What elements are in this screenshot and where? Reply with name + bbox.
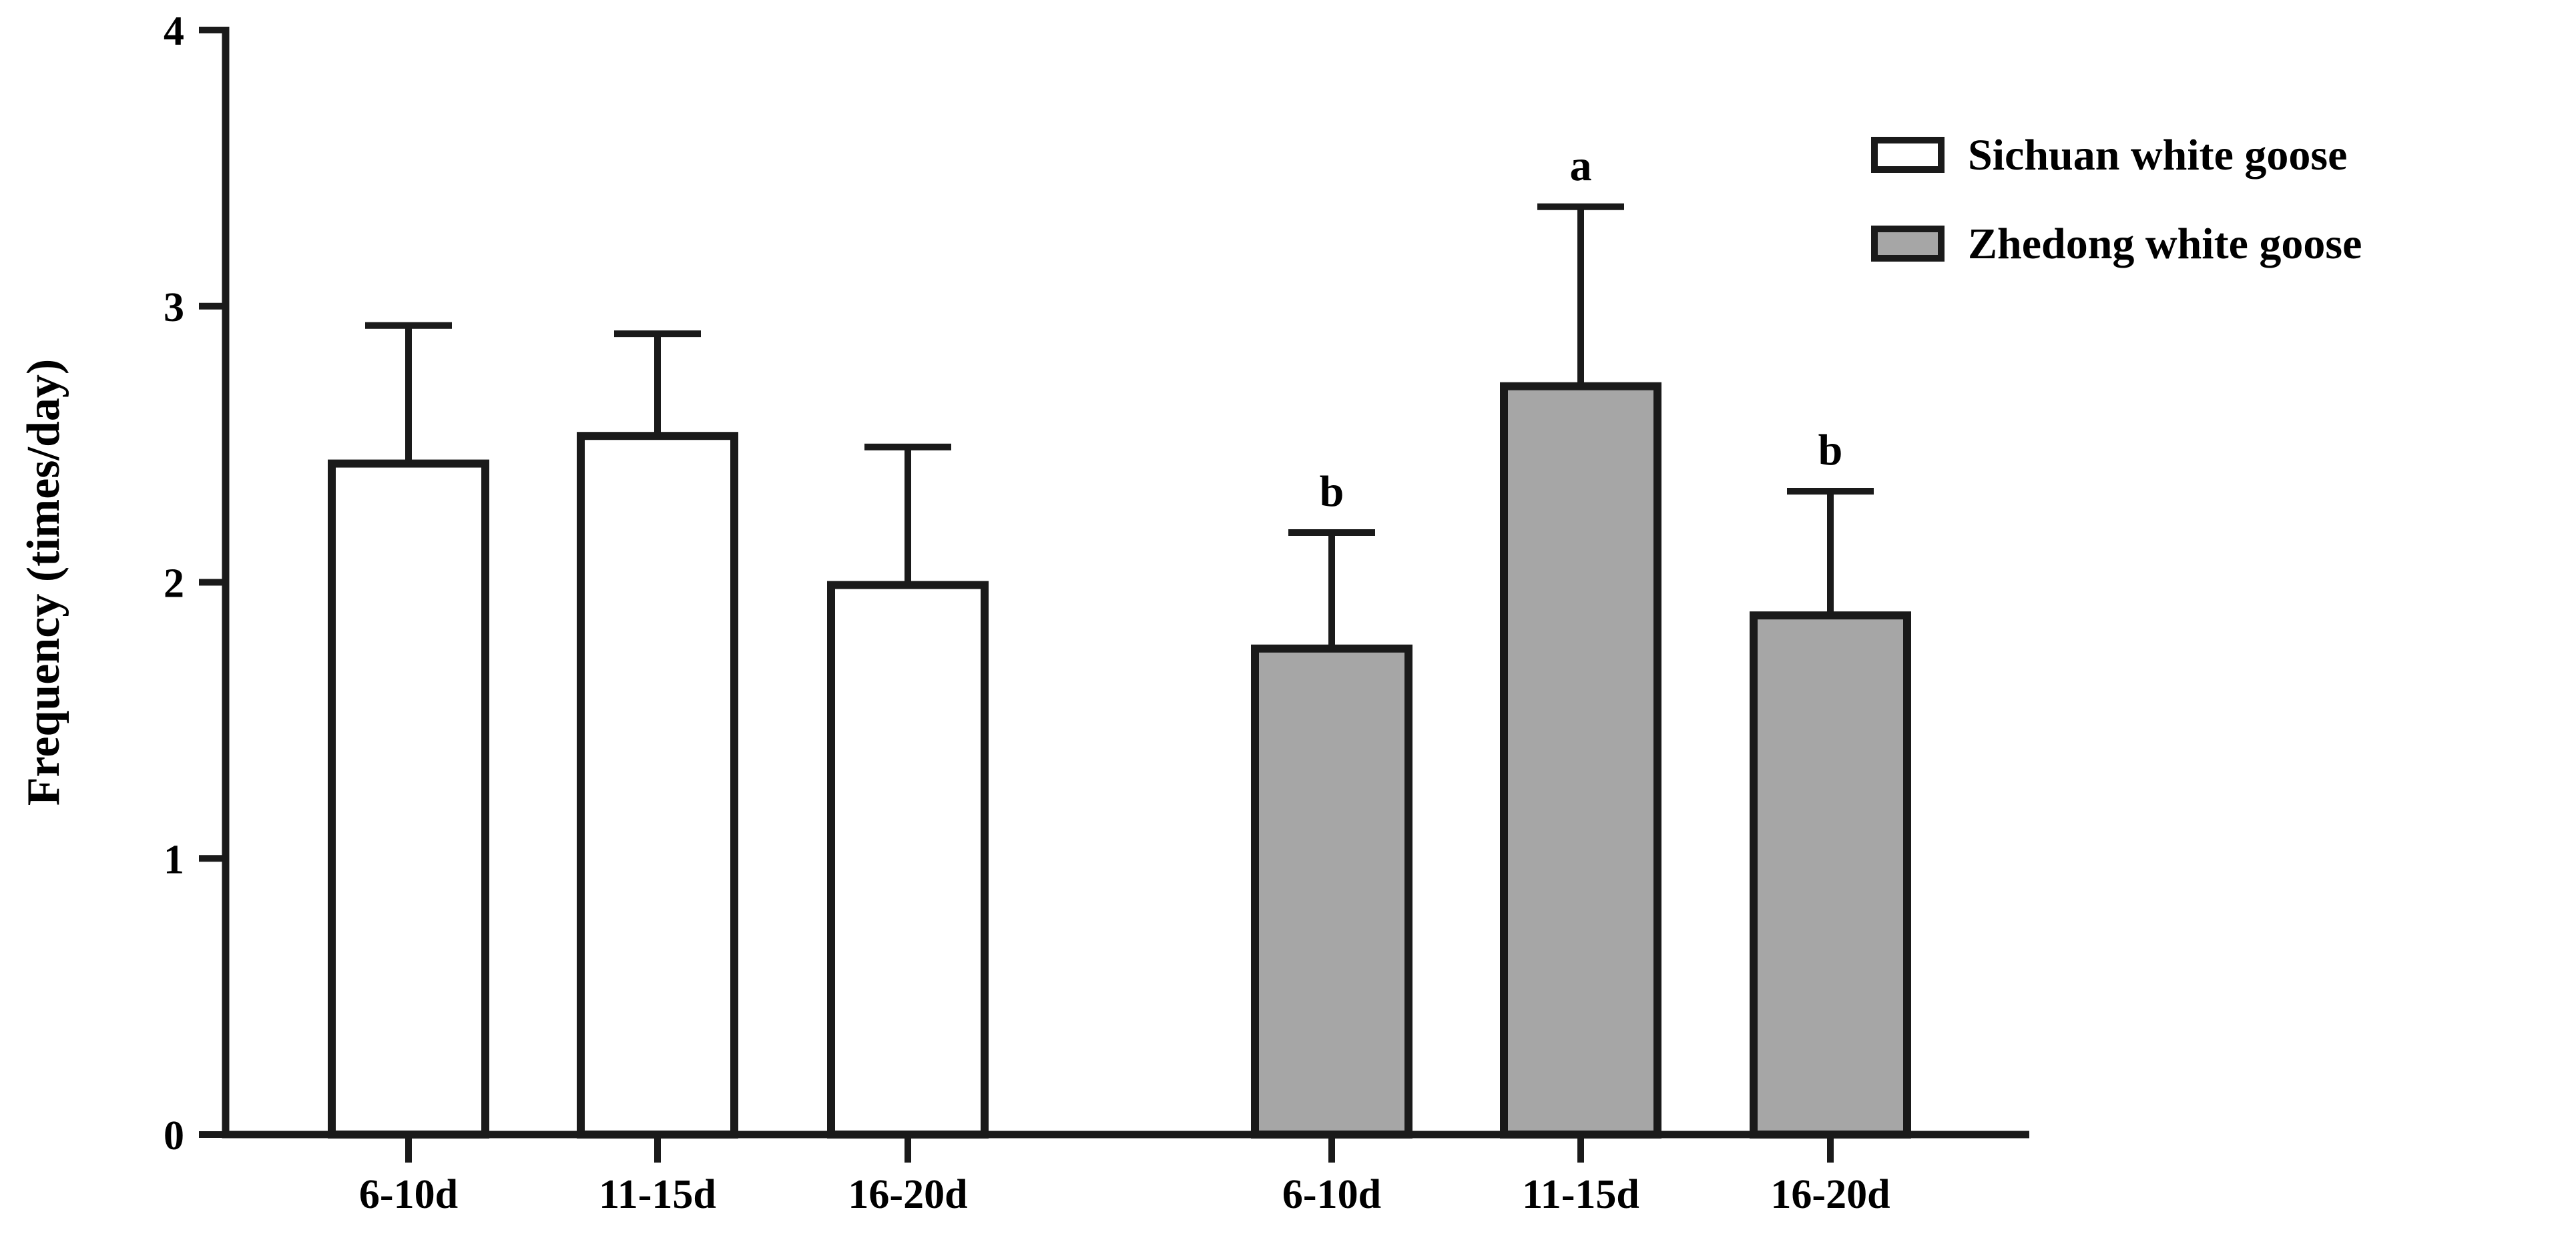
x-tick-label: 11-15d bbox=[1522, 1172, 1639, 1217]
x-tick-label: 16-20d bbox=[1770, 1172, 1890, 1217]
bar bbox=[577, 432, 738, 1139]
y-tick-label: 2 bbox=[164, 561, 184, 607]
bars bbox=[328, 203, 1911, 1139]
bar bbox=[1251, 644, 1412, 1139]
bar bbox=[1750, 611, 1911, 1139]
x-tick-label: 11-15d bbox=[599, 1172, 716, 1217]
legend-label: Zhedong white goose bbox=[1968, 220, 2362, 268]
bar bbox=[1500, 382, 1661, 1139]
legend-swatch bbox=[1871, 226, 1945, 262]
y-tick-label: 0 bbox=[164, 1113, 184, 1159]
labels: 0 1 2 3 4 Frequency (times/day) 6-10d 11-15d 16-… bbox=[18, 9, 1890, 1217]
significance-label: b bbox=[1818, 426, 1843, 475]
legend-swatch bbox=[1871, 137, 1945, 173]
x-tick-label: 16-20d bbox=[848, 1172, 967, 1217]
legend: Sichuan white goose Zhedong white goose bbox=[1871, 131, 2362, 268]
significance-label: a bbox=[1570, 141, 1592, 190]
bar bbox=[827, 581, 989, 1139]
y-tick-label: 3 bbox=[164, 285, 184, 330]
x-tick-label: 6-10d bbox=[359, 1172, 458, 1217]
y-tick-label: 1 bbox=[164, 837, 184, 882]
x-tick-label: 6-10d bbox=[1282, 1172, 1381, 1217]
significance-label: b bbox=[1320, 467, 1344, 516]
legend-label: Sichuan white goose bbox=[1968, 131, 2347, 180]
axes bbox=[199, 27, 2029, 1163]
bar bbox=[328, 459, 489, 1139]
y-axis-title: Frequency (times/day) bbox=[18, 359, 69, 806]
y-tick-label: 4 bbox=[164, 9, 184, 54]
